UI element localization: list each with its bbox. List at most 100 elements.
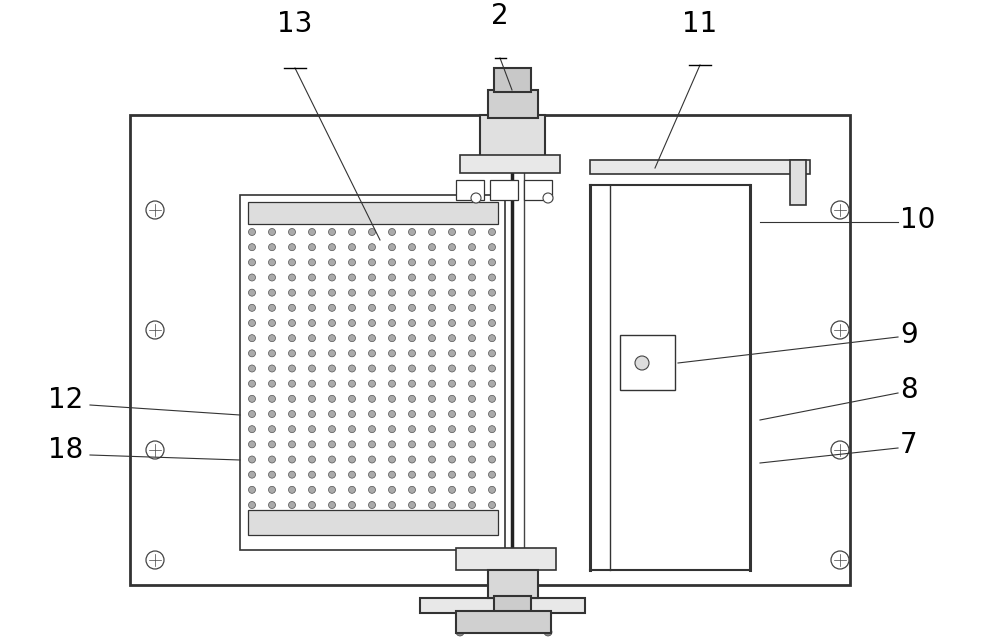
Circle shape	[428, 335, 436, 342]
Circle shape	[468, 319, 476, 326]
Circle shape	[248, 319, 256, 326]
Text: 10: 10	[900, 206, 935, 234]
Circle shape	[368, 228, 376, 235]
Circle shape	[349, 304, 356, 312]
Circle shape	[409, 304, 416, 312]
Circle shape	[488, 487, 496, 494]
Circle shape	[349, 228, 356, 235]
Circle shape	[448, 304, 456, 312]
Circle shape	[428, 228, 436, 235]
Circle shape	[543, 193, 553, 203]
Circle shape	[544, 628, 552, 636]
Bar	[494, 596, 531, 620]
Circle shape	[368, 319, 376, 326]
Circle shape	[248, 228, 256, 235]
Circle shape	[388, 304, 396, 312]
Circle shape	[248, 274, 256, 281]
Circle shape	[388, 501, 396, 508]
Circle shape	[268, 395, 276, 403]
Circle shape	[368, 395, 376, 403]
Circle shape	[488, 259, 496, 266]
Circle shape	[288, 274, 296, 281]
Circle shape	[488, 365, 496, 372]
Circle shape	[328, 365, 336, 372]
Circle shape	[268, 380, 276, 387]
Circle shape	[349, 456, 356, 463]
Circle shape	[308, 395, 316, 403]
Circle shape	[368, 350, 376, 357]
Circle shape	[368, 274, 376, 281]
Bar	[460, 155, 560, 173]
Circle shape	[268, 410, 276, 417]
Circle shape	[388, 456, 396, 463]
Circle shape	[308, 426, 316, 433]
Circle shape	[308, 304, 316, 312]
Circle shape	[288, 304, 296, 312]
Circle shape	[468, 380, 476, 387]
Circle shape	[349, 335, 356, 342]
Circle shape	[248, 456, 256, 463]
Circle shape	[428, 365, 436, 372]
Circle shape	[388, 395, 396, 403]
Circle shape	[448, 501, 456, 508]
Circle shape	[488, 410, 496, 417]
Circle shape	[368, 380, 376, 387]
Circle shape	[488, 289, 496, 296]
Circle shape	[468, 426, 476, 433]
Circle shape	[448, 441, 456, 448]
Circle shape	[428, 380, 436, 387]
Circle shape	[468, 244, 476, 251]
Circle shape	[409, 289, 416, 296]
Bar	[590, 160, 810, 174]
Circle shape	[146, 551, 164, 569]
Circle shape	[349, 471, 356, 478]
Circle shape	[288, 380, 296, 387]
Circle shape	[308, 228, 316, 235]
Circle shape	[328, 441, 336, 448]
Circle shape	[349, 426, 356, 433]
Circle shape	[831, 321, 849, 339]
Circle shape	[248, 395, 256, 403]
Circle shape	[328, 395, 336, 403]
Circle shape	[388, 471, 396, 478]
Circle shape	[349, 274, 356, 281]
Circle shape	[248, 335, 256, 342]
Circle shape	[248, 426, 256, 433]
Circle shape	[368, 289, 376, 296]
Circle shape	[288, 244, 296, 251]
Circle shape	[328, 426, 336, 433]
Circle shape	[471, 193, 481, 203]
Circle shape	[368, 426, 376, 433]
Circle shape	[328, 350, 336, 357]
Circle shape	[468, 335, 476, 342]
Circle shape	[328, 319, 336, 326]
Circle shape	[288, 471, 296, 478]
Circle shape	[349, 365, 356, 372]
Circle shape	[268, 501, 276, 508]
Circle shape	[428, 501, 436, 508]
Circle shape	[288, 228, 296, 235]
Text: 13: 13	[277, 10, 313, 38]
Circle shape	[308, 365, 316, 372]
Circle shape	[349, 441, 356, 448]
Text: 11: 11	[682, 10, 718, 38]
Circle shape	[308, 456, 316, 463]
Circle shape	[831, 551, 849, 569]
Circle shape	[409, 350, 416, 357]
Circle shape	[349, 410, 356, 417]
Circle shape	[248, 259, 256, 266]
Circle shape	[248, 350, 256, 357]
Circle shape	[248, 380, 256, 387]
Circle shape	[448, 228, 456, 235]
Circle shape	[268, 350, 276, 357]
Circle shape	[428, 441, 436, 448]
Circle shape	[468, 228, 476, 235]
Circle shape	[328, 456, 336, 463]
Text: 8: 8	[900, 376, 918, 404]
Bar	[420, 598, 585, 613]
Circle shape	[388, 228, 396, 235]
Circle shape	[288, 365, 296, 372]
Circle shape	[468, 350, 476, 357]
Circle shape	[488, 350, 496, 357]
Circle shape	[409, 501, 416, 508]
